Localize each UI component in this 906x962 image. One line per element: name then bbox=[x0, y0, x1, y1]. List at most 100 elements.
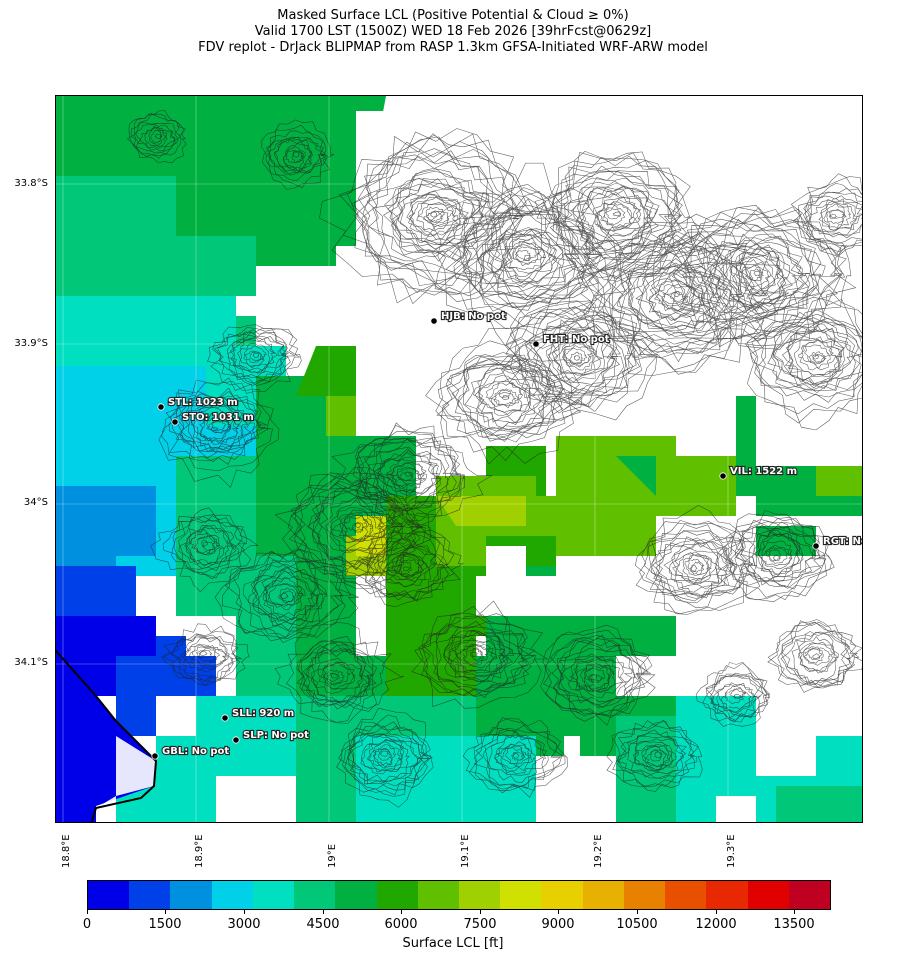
lcl-map-canvas: HJB: No pot FHT: No pot STL: 1023 m STO: 10… bbox=[56, 96, 863, 822]
lcl-shaded-area bbox=[436, 496, 526, 526]
terrain-contour-line bbox=[445, 356, 564, 440]
terrain-contour-line bbox=[634, 521, 761, 614]
terrain-contour-line bbox=[350, 714, 427, 791]
terrain-contour-line bbox=[303, 641, 374, 708]
terrain-contour-line bbox=[357, 136, 525, 290]
terrain-contour-line bbox=[706, 661, 768, 727]
terrain-contour-line bbox=[193, 407, 234, 442]
terrain-contour-line bbox=[188, 532, 216, 554]
terrain-contour-line bbox=[368, 531, 449, 601]
terrain-contour-line bbox=[128, 113, 180, 156]
station-label-stl: STL: 1023 m bbox=[168, 397, 238, 408]
terrain-contour-line bbox=[502, 234, 552, 283]
terrain-contour-line bbox=[559, 643, 643, 704]
terrain-contour-line bbox=[319, 495, 395, 555]
station-marker-vil bbox=[719, 472, 727, 480]
terrain-contour-line bbox=[513, 752, 520, 759]
terrain-contour-line bbox=[592, 241, 755, 348]
colorbar-tickmark bbox=[480, 910, 481, 914]
terrain-contour-line bbox=[551, 150, 682, 284]
terrain-contour-line bbox=[713, 673, 764, 716]
terrain-contour-line bbox=[361, 735, 405, 775]
terrain-contour-line bbox=[549, 170, 691, 263]
terrain-contour-line bbox=[687, 222, 821, 324]
terrain-contour-line bbox=[399, 471, 414, 482]
terrain-contour-line bbox=[201, 540, 209, 547]
colorbar-tick-label: 13500 bbox=[773, 917, 815, 932]
lat-label-34-1: 34.1°S bbox=[14, 657, 48, 668]
terrain-contour-line bbox=[451, 354, 556, 442]
terrain-contour-line bbox=[130, 122, 181, 154]
terrain-contour-line bbox=[612, 211, 622, 217]
terrain-contour-line bbox=[135, 124, 175, 152]
station-marker-fht bbox=[532, 340, 540, 348]
terrain-contour-line bbox=[587, 674, 604, 683]
lcl-colorbar bbox=[87, 880, 831, 910]
terrain-contour-line bbox=[512, 240, 541, 267]
terrain-contour-line bbox=[645, 504, 754, 615]
station-marker-sll bbox=[221, 714, 229, 722]
terrain-contour-line bbox=[222, 549, 352, 642]
terrain-contour-line bbox=[512, 241, 542, 264]
colorbar-segment bbox=[582, 881, 624, 909]
terrain-contour-line bbox=[274, 473, 431, 585]
terrain-contour-line bbox=[526, 325, 621, 383]
terrain-contour-line bbox=[687, 558, 705, 573]
terrain-contour-line bbox=[636, 250, 718, 336]
terrain-contour-line bbox=[733, 693, 742, 699]
terrain-contour-line bbox=[261, 119, 335, 190]
terrain-contour-line bbox=[511, 751, 526, 761]
station-label-gbl: GBL: No pot bbox=[162, 746, 229, 757]
terrain-contour-line bbox=[553, 644, 646, 715]
terrain-contour-line bbox=[498, 389, 511, 398]
terrain-contour-line bbox=[191, 645, 227, 667]
terrain-contour-line bbox=[361, 150, 512, 275]
terrain-contour-line bbox=[561, 345, 596, 371]
terrain-contour-line bbox=[818, 201, 860, 231]
terrain-contour-line bbox=[567, 653, 627, 706]
no-potential-area bbox=[556, 556, 616, 616]
terrain-contour-line bbox=[806, 647, 822, 661]
terrain-contours bbox=[126, 110, 862, 808]
terrain-contour-line bbox=[602, 248, 742, 337]
terrain-contour-line bbox=[494, 747, 532, 769]
terrain-contour-line bbox=[354, 133, 524, 305]
terrain-contour-line bbox=[292, 467, 426, 595]
colorbar-segment bbox=[376, 881, 418, 909]
terrain-contour-line bbox=[227, 336, 289, 373]
terrain-contour-line bbox=[430, 211, 437, 218]
terrain-contour-line bbox=[354, 522, 361, 528]
terrain-contour-line bbox=[342, 725, 433, 790]
terrain-contour-line bbox=[552, 171, 683, 260]
terrain-contour-line bbox=[828, 213, 838, 219]
lcl-shaded-area bbox=[816, 466, 862, 496]
terrain-contour-line bbox=[443, 631, 514, 683]
terrain-contour-line bbox=[269, 583, 301, 607]
terrain-contour-line bbox=[652, 213, 857, 333]
terrain-contour-line bbox=[380, 750, 389, 757]
terrain-contour-line bbox=[176, 387, 266, 465]
terrain-contour-line bbox=[505, 300, 641, 403]
terrain-contour-line bbox=[799, 339, 837, 371]
terrain-contour-line bbox=[676, 552, 711, 585]
terrain-contour-line bbox=[569, 351, 584, 365]
terrain-contour-line bbox=[355, 437, 461, 510]
terrain-contour-line bbox=[408, 202, 459, 232]
terrain-contour-line bbox=[484, 730, 547, 788]
terrain-contour-line bbox=[262, 124, 326, 189]
terrain-contour-line bbox=[502, 244, 547, 271]
colorbar-tick-label: 6000 bbox=[384, 917, 418, 932]
terrain-contour-line bbox=[445, 191, 603, 320]
terrain-contour-line bbox=[583, 666, 610, 692]
colorbar-segment bbox=[417, 881, 459, 909]
terrain-contour-line bbox=[303, 649, 370, 707]
station-layer: HJB: No pot FHT: No pot STL: 1023 m STO: 10… bbox=[151, 310, 863, 760]
station-label-rgt: RGT: No pot bbox=[823, 536, 863, 547]
terrain-contour-line bbox=[210, 426, 219, 432]
terrain-contour-line bbox=[300, 644, 378, 710]
terrain-contour-line bbox=[486, 198, 577, 311]
terrain-contour-line bbox=[722, 244, 787, 311]
map-title-line-1: Masked Surface LCL (Positive Potential &… bbox=[277, 8, 629, 23]
terrain-contour-line bbox=[341, 509, 374, 542]
terrain-contour-line bbox=[668, 207, 846, 346]
